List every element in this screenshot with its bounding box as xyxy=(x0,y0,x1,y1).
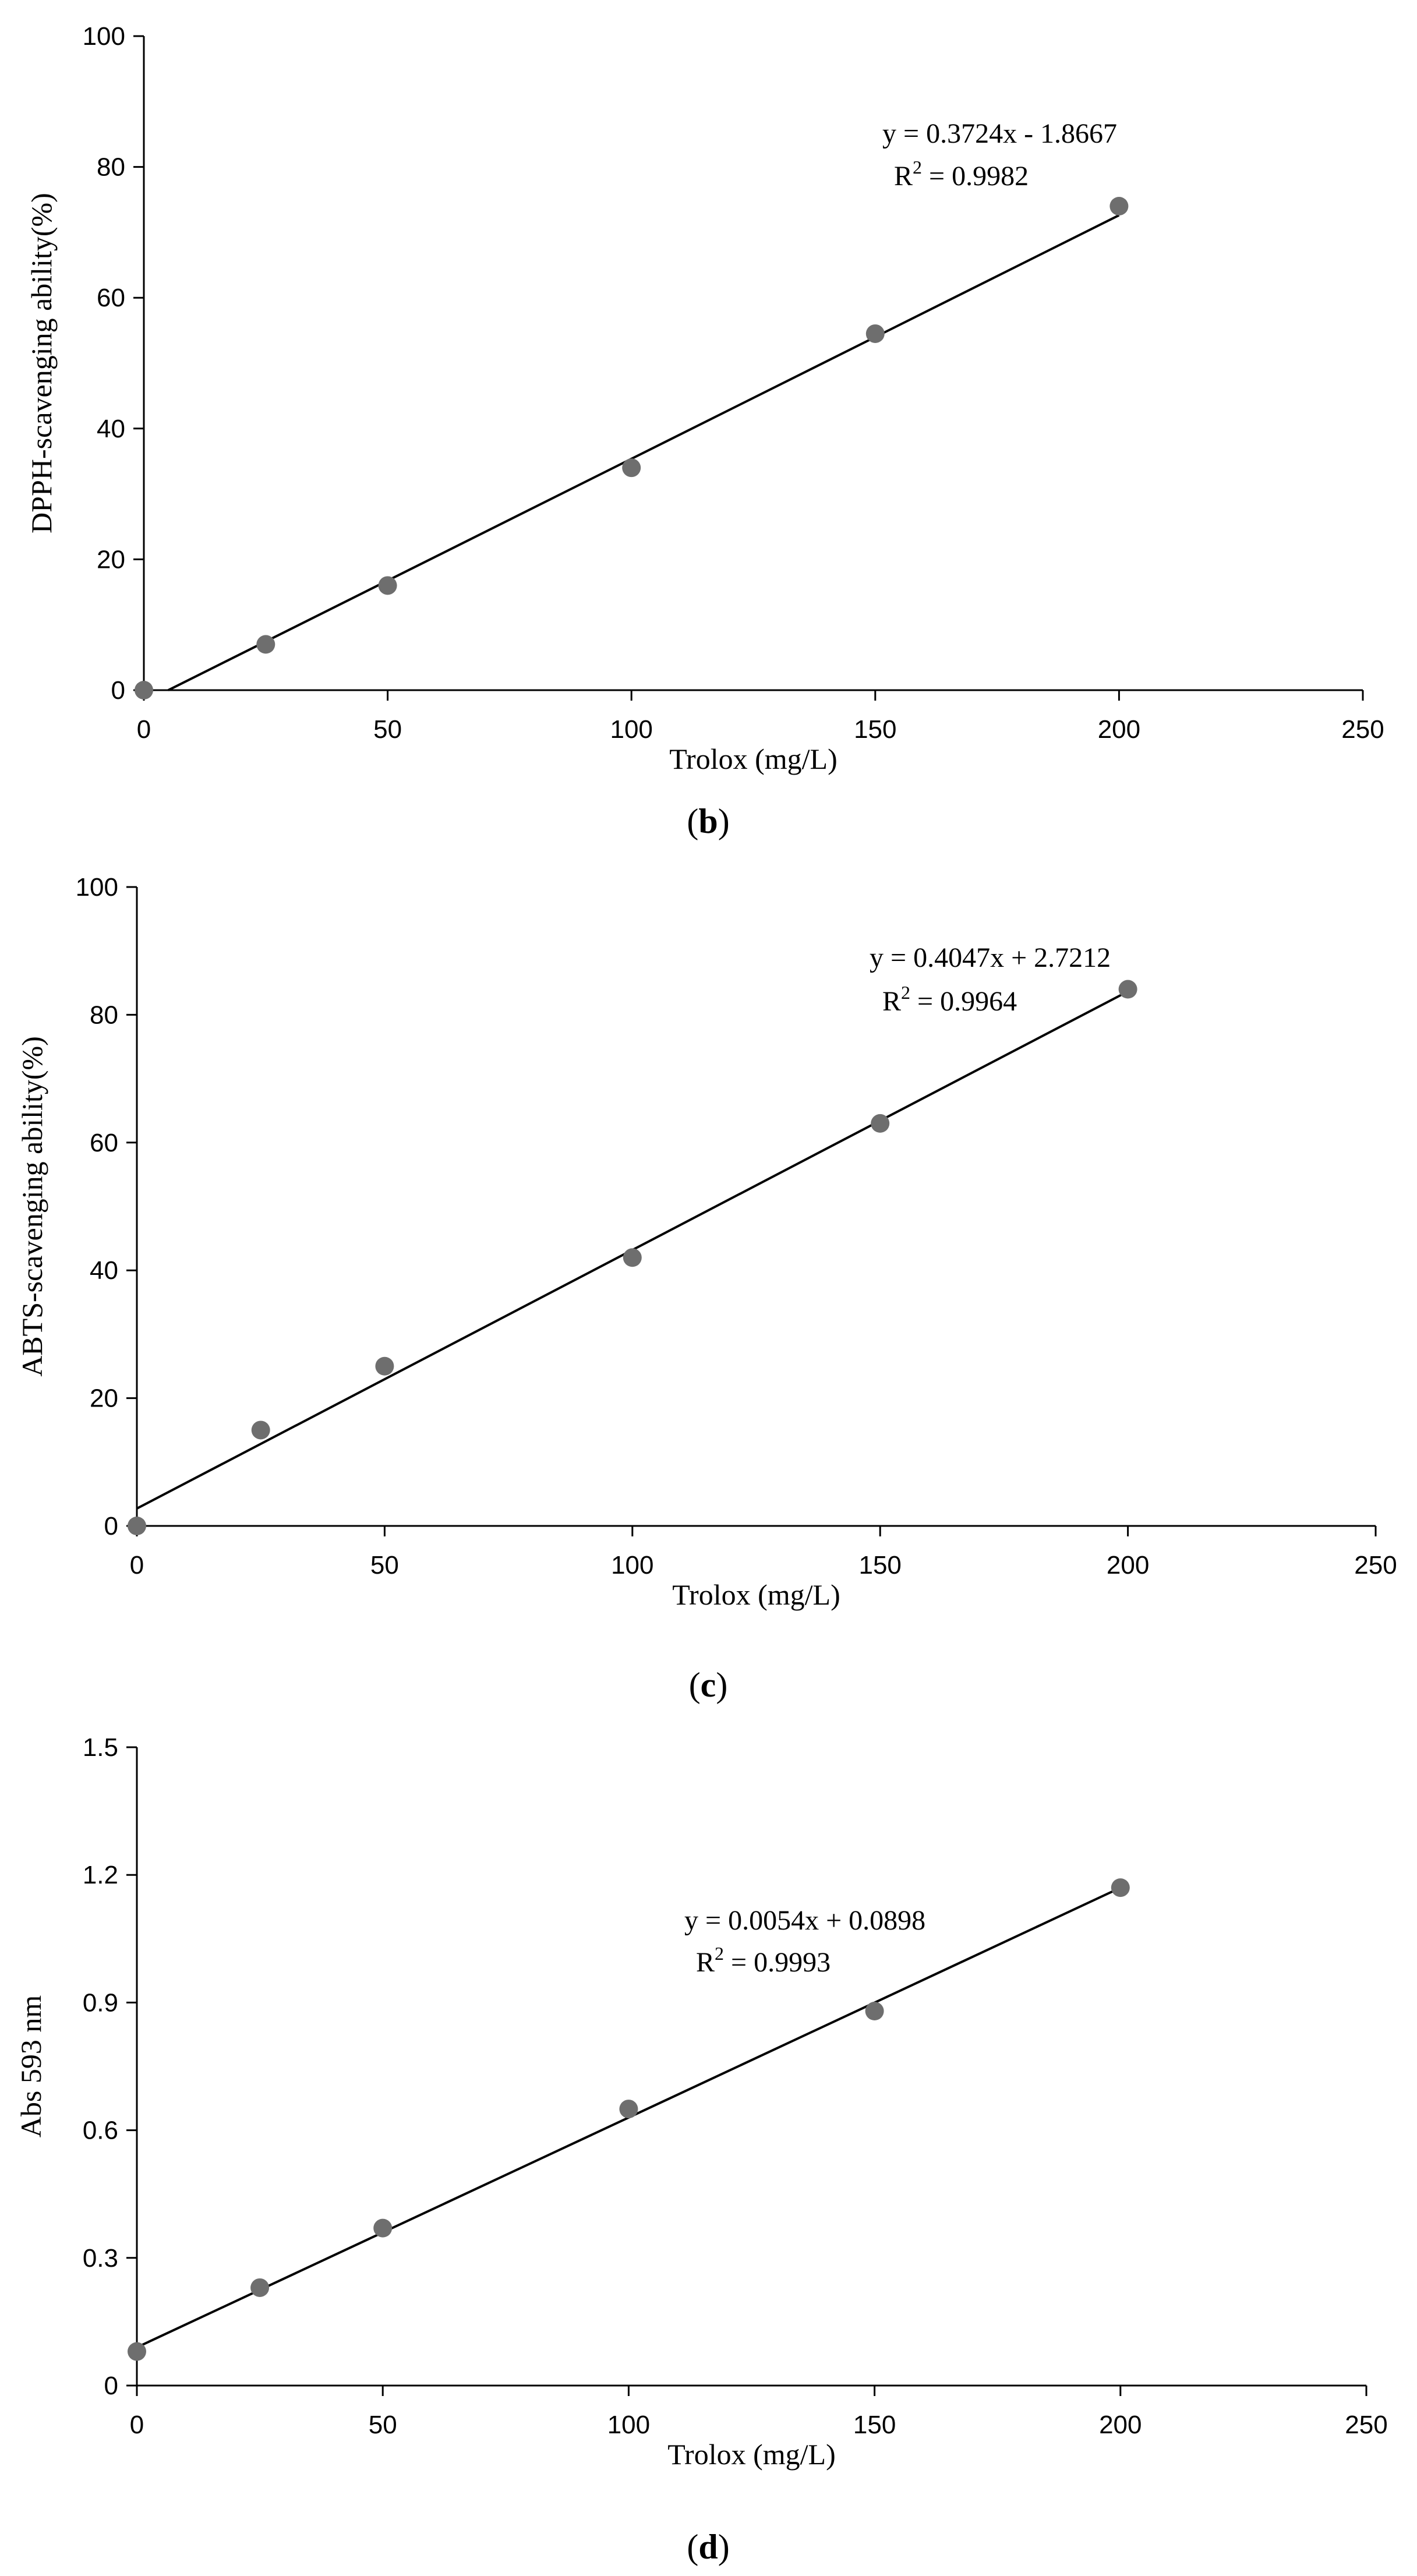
r-squared-symbol: R xyxy=(894,161,913,192)
panel-label-close: ) xyxy=(716,1666,727,1704)
data-point xyxy=(128,2342,146,2361)
panel-label: (b) xyxy=(687,802,729,840)
r-squared-superscript: 2 xyxy=(913,157,922,178)
panel-label-open: ( xyxy=(687,2528,698,2566)
x-axis-title: Trolox (mg/L) xyxy=(672,1578,840,1611)
y-tick-label: 0 xyxy=(111,676,125,705)
x-tick-label: 50 xyxy=(369,2411,397,2439)
data-point xyxy=(871,1114,890,1133)
data-point xyxy=(378,576,397,595)
y-tick-label: 0.9 xyxy=(83,1988,118,2017)
r-squared-label: R2 = 0.9982 xyxy=(894,157,1029,192)
r-squared-symbol: R xyxy=(696,1947,715,1978)
panel-label-open: ( xyxy=(689,1666,701,1704)
r-squared-label: R2 = 0.9964 xyxy=(882,982,1017,1017)
y-tick-label: 40 xyxy=(90,1256,118,1285)
data-point xyxy=(1109,196,1129,215)
y-axis-title: ABTS-scavenging ability(%) xyxy=(16,1036,48,1377)
y-tick-label: 100 xyxy=(83,22,125,51)
trendline-equation: y = 0.3724x - 1.8667 xyxy=(882,118,1117,149)
data-point xyxy=(622,458,641,478)
x-tick-label: 100 xyxy=(607,2411,650,2439)
x-tick-label: 50 xyxy=(373,715,402,744)
chart-panel-c: 0 20 40 60 80 100 0 50 100 150 200 250 Trolox (mg/L)… xyxy=(16,873,1397,1704)
x-tick-label: 200 xyxy=(1099,2411,1142,2439)
data-point xyxy=(373,2218,393,2238)
chart-panel-d: 0 0.3 0.6 0.9 1.2 1.5 0 50 100 150 200 250 Trolox (m… xyxy=(15,1733,1388,2566)
data-point xyxy=(1118,980,1137,999)
y-axis-title: DPPH-scavenging ability(%) xyxy=(25,193,58,533)
panel-label: (c) xyxy=(689,1666,728,1704)
trendline-equation: y = 0.4047x + 2.7212 xyxy=(870,942,1111,973)
y-tick-label: 100 xyxy=(76,873,118,902)
y-tick-label: 60 xyxy=(97,284,125,312)
x-tick-label: 200 xyxy=(1098,715,1140,744)
panel-label-letter: c xyxy=(701,1666,716,1704)
y-tick-label: 80 xyxy=(90,1001,118,1029)
data-point xyxy=(251,1420,270,1440)
trendline-equation: y = 0.0054x + 0.0898 xyxy=(684,1905,925,1936)
x-tick-label: 200 xyxy=(1107,1551,1149,1579)
x-axis-title: Trolox (mg/L) xyxy=(667,2438,835,2471)
data-point xyxy=(250,2278,270,2297)
y-tick-label: 20 xyxy=(90,1384,118,1413)
x-tick-label: 250 xyxy=(1341,715,1384,744)
data-point xyxy=(865,2002,884,2021)
data-point xyxy=(865,324,885,343)
y-tick-label: 1.5 xyxy=(83,1733,118,1762)
data-point xyxy=(623,1248,642,1267)
r-squared-superscript: 2 xyxy=(901,982,910,1003)
y-tick-label: 0 xyxy=(104,2372,118,2400)
panel-label: (d) xyxy=(687,2528,729,2566)
x-tick-label: 150 xyxy=(853,2411,896,2439)
r-squared-label: R2 = 0.9993 xyxy=(696,1943,831,1978)
x-tick-label: 250 xyxy=(1345,2411,1387,2439)
y-tick-label: 20 xyxy=(97,545,125,574)
y-tick-label: 60 xyxy=(90,1129,118,1157)
x-tick-label: 50 xyxy=(370,1551,399,1579)
data-point xyxy=(619,2100,638,2119)
trendline xyxy=(167,214,1120,691)
y-tick-label: 0.3 xyxy=(83,2244,118,2273)
x-tick-label: 0 xyxy=(137,715,151,744)
x-tick-label: 250 xyxy=(1354,1551,1397,1579)
y-tick-label: 0 xyxy=(104,1512,118,1540)
data-point xyxy=(135,681,153,699)
r-squared-value: = 0.9964 xyxy=(910,986,1017,1017)
y-tick-label: 40 xyxy=(97,415,125,443)
data-point xyxy=(1111,1878,1130,1897)
panel-label-close: ) xyxy=(718,802,730,840)
x-axis-title: Trolox (mg/L) xyxy=(669,743,837,775)
data-point xyxy=(375,1356,394,1376)
r-squared-superscript: 2 xyxy=(715,1943,724,1964)
x-tick-label: 150 xyxy=(854,715,896,744)
x-tick-label: 0 xyxy=(130,1551,144,1579)
r-squared-value: = 0.9982 xyxy=(922,161,1029,192)
y-tick-label: 80 xyxy=(97,153,125,182)
x-tick-label: 150 xyxy=(858,1551,901,1579)
data-point xyxy=(256,635,275,654)
x-tick-label: 0 xyxy=(130,2411,144,2439)
y-axis-title: Abs 593 nm xyxy=(15,1995,47,2138)
panel-label-letter: b xyxy=(698,802,718,840)
y-tick-label: 1.2 xyxy=(83,1861,118,1889)
r-squared-symbol: R xyxy=(882,986,901,1017)
r-squared-value: = 0.9993 xyxy=(724,1947,831,1978)
panel-label-letter: d xyxy=(698,2528,718,2566)
y-tick-label: 0.6 xyxy=(83,2116,118,2145)
x-tick-label: 100 xyxy=(611,1551,653,1579)
x-tick-label: 100 xyxy=(610,715,652,744)
panel-label-close: ) xyxy=(718,2528,730,2566)
chart-panel-b: 0 20 40 60 80 100 0 50 100 150 200 250 Trolox (mg/L)… xyxy=(25,22,1384,840)
panel-label-open: ( xyxy=(687,802,698,840)
data-point xyxy=(128,1517,146,1535)
